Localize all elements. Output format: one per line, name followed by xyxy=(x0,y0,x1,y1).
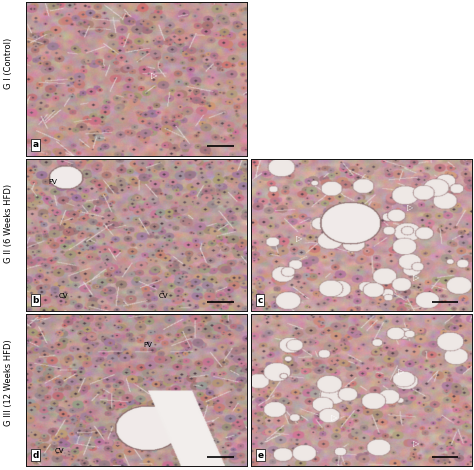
Text: c: c xyxy=(257,296,263,305)
Text: ▷: ▷ xyxy=(296,234,302,243)
Text: a: a xyxy=(33,141,39,149)
Text: CV: CV xyxy=(158,292,168,298)
Text: ▷: ▷ xyxy=(151,71,157,80)
Text: PV: PV xyxy=(48,179,57,185)
Text: ▷: ▷ xyxy=(413,439,419,447)
Text: PV: PV xyxy=(143,342,152,348)
Text: G II (6 Weeks HFD): G II (6 Weeks HFD) xyxy=(4,184,13,263)
Text: ▷: ▷ xyxy=(398,368,404,376)
Text: b: b xyxy=(33,296,39,305)
Text: G III (12 Weeks HFD): G III (12 Weeks HFD) xyxy=(4,340,13,426)
Text: CV: CV xyxy=(55,447,64,454)
Text: CV: CV xyxy=(59,292,68,298)
Text: d: d xyxy=(33,451,39,460)
Text: ▷: ▷ xyxy=(413,273,419,282)
Text: G I (Control): G I (Control) xyxy=(4,38,13,89)
Text: ▷: ▷ xyxy=(407,203,413,212)
Text: e: e xyxy=(257,451,264,460)
Text: ▷: ▷ xyxy=(331,413,338,422)
